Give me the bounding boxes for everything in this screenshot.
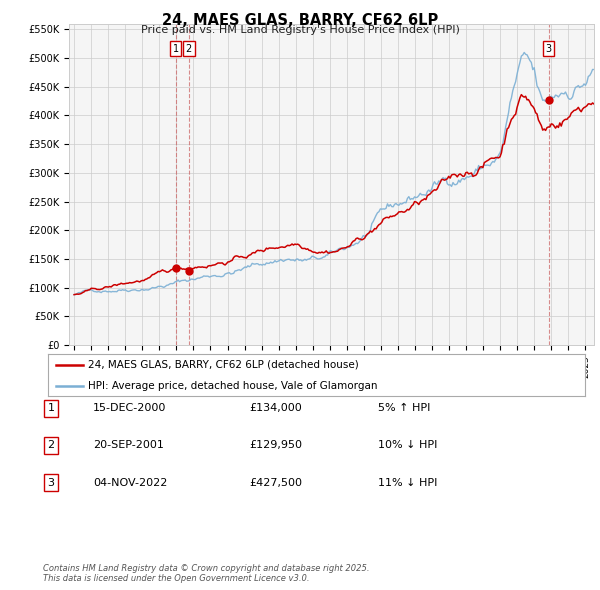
Text: 1: 1 xyxy=(47,404,55,413)
Text: 1: 1 xyxy=(173,44,179,54)
Text: 15-DEC-2000: 15-DEC-2000 xyxy=(93,404,166,413)
Text: 24, MAES GLAS, BARRY, CF62 6LP: 24, MAES GLAS, BARRY, CF62 6LP xyxy=(162,13,438,28)
Text: 2: 2 xyxy=(185,44,192,54)
Text: 10% ↓ HPI: 10% ↓ HPI xyxy=(378,441,437,450)
Text: 2: 2 xyxy=(47,441,55,450)
Text: HPI: Average price, detached house, Vale of Glamorgan: HPI: Average price, detached house, Vale… xyxy=(88,381,378,391)
Text: 11% ↓ HPI: 11% ↓ HPI xyxy=(378,478,437,487)
Text: 5% ↑ HPI: 5% ↑ HPI xyxy=(378,404,430,413)
Text: 04-NOV-2022: 04-NOV-2022 xyxy=(93,478,167,487)
Text: 20-SEP-2001: 20-SEP-2001 xyxy=(93,441,164,450)
Text: Price paid vs. HM Land Registry's House Price Index (HPI): Price paid vs. HM Land Registry's House … xyxy=(140,25,460,35)
Text: £427,500: £427,500 xyxy=(249,478,302,487)
Text: 3: 3 xyxy=(545,44,552,54)
Text: Contains HM Land Registry data © Crown copyright and database right 2025.: Contains HM Land Registry data © Crown c… xyxy=(43,565,370,573)
Text: £134,000: £134,000 xyxy=(249,404,302,413)
Text: This data is licensed under the Open Government Licence v3.0.: This data is licensed under the Open Gov… xyxy=(43,574,310,583)
Text: 3: 3 xyxy=(47,478,55,487)
Text: £129,950: £129,950 xyxy=(249,441,302,450)
Text: 24, MAES GLAS, BARRY, CF62 6LP (detached house): 24, MAES GLAS, BARRY, CF62 6LP (detached… xyxy=(88,360,359,369)
